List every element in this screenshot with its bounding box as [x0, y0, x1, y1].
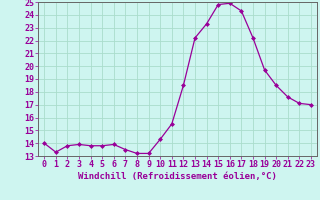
X-axis label: Windchill (Refroidissement éolien,°C): Windchill (Refroidissement éolien,°C): [78, 172, 277, 181]
